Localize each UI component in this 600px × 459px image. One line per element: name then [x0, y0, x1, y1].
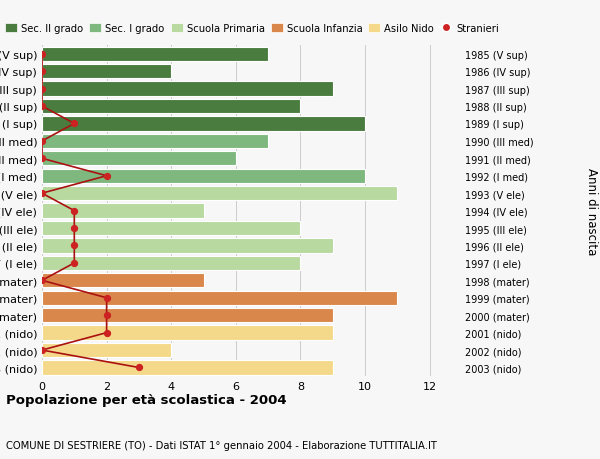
- Point: [102, 294, 112, 302]
- Bar: [42, 47, 268, 62]
- Bar: [42, 308, 333, 323]
- Bar: [42, 343, 171, 358]
- Bar: [42, 361, 333, 375]
- Legend: Sec. II grado, Sec. I grado, Scuola Primaria, Scuola Infanzia, Asilo Nido, Stran: Sec. II grado, Sec. I grado, Scuola Prim…: [1, 20, 503, 38]
- Point: [134, 364, 144, 371]
- Bar: [42, 291, 397, 305]
- Point: [37, 347, 47, 354]
- Point: [37, 103, 47, 111]
- Point: [37, 190, 47, 197]
- Point: [102, 312, 112, 319]
- Point: [70, 260, 79, 267]
- Point: [37, 51, 47, 58]
- Bar: [42, 221, 301, 235]
- Bar: [42, 82, 333, 96]
- Bar: [42, 65, 171, 79]
- Bar: [42, 326, 333, 340]
- Bar: [42, 100, 301, 114]
- Point: [37, 277, 47, 285]
- Point: [37, 68, 47, 76]
- Bar: [42, 204, 203, 218]
- Bar: [42, 169, 365, 184]
- Point: [70, 242, 79, 250]
- Bar: [42, 239, 333, 253]
- Point: [37, 86, 47, 93]
- Point: [37, 138, 47, 145]
- Point: [102, 173, 112, 180]
- Point: [102, 329, 112, 336]
- Point: [70, 225, 79, 232]
- Bar: [42, 134, 268, 149]
- Bar: [42, 274, 203, 288]
- Bar: [42, 187, 397, 201]
- Bar: [42, 256, 301, 270]
- Point: [37, 155, 47, 162]
- Point: [70, 121, 79, 128]
- Bar: [42, 117, 365, 131]
- Point: [70, 207, 79, 215]
- Text: Popolazione per età scolastica - 2004: Popolazione per età scolastica - 2004: [6, 393, 287, 406]
- Text: Anni di nascita: Anni di nascita: [584, 168, 598, 255]
- Bar: [42, 152, 236, 166]
- Text: COMUNE DI SESTRIERE (TO) - Dati ISTAT 1° gennaio 2004 - Elaborazione TUTTITALIA.: COMUNE DI SESTRIERE (TO) - Dati ISTAT 1°…: [6, 440, 437, 450]
